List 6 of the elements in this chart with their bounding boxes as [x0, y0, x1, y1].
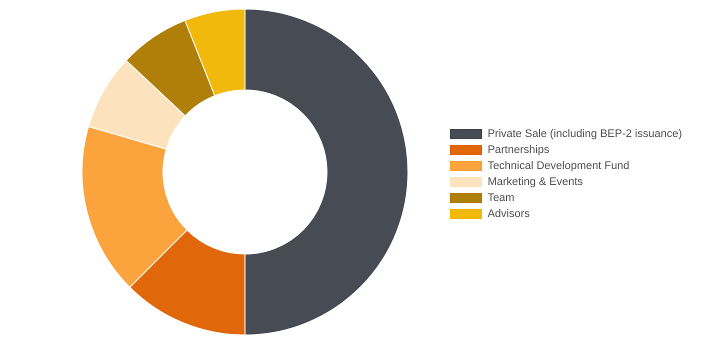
- legend-label: Private Sale (including BEP-2 issuance): [488, 128, 682, 140]
- legend-label: Marketing & Events: [488, 176, 583, 188]
- legend-label: Technical Development Fund: [488, 160, 630, 172]
- legend-label: Partnerships: [488, 144, 550, 156]
- legend-label: Advisors: [488, 208, 530, 220]
- legend-label: Team: [488, 192, 514, 204]
